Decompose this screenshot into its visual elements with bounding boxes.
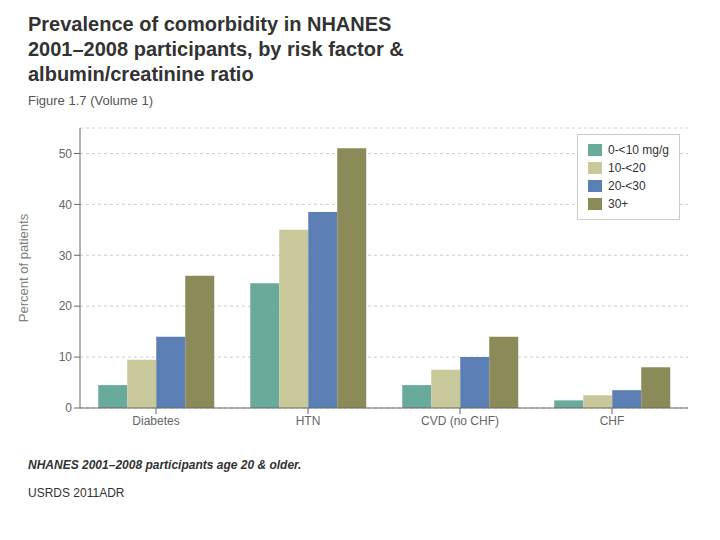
html-text:albumin/creatinine ratio: albumin/creatinine ratio [28,63,254,85]
svg-text:10: 10 [59,350,73,364]
svg-text:CVD (no CHF): CVD (no CHF) [421,414,499,428]
html-text:NHANES 2001–2008 participants: NHANES 2001–2008 participants age 20 & o… [28,458,302,472]
svg-text:HTN: HTN [296,414,321,428]
svg-text:40: 40 [59,198,73,212]
svg-text:20: 20 [59,299,73,313]
svg-text:50: 50 [59,147,73,161]
html-text:Figure 1.7 (Volume 1): Figure 1.7 (Volume 1) [28,93,153,108]
svg-text:Diabetes: Diabetes [132,414,179,428]
html-text:20-<30: 20-<30 [608,179,646,193]
html-text:Prevalence of comorbidity in N: Prevalence of comorbidity in NHANES [28,13,392,35]
svg-text:30: 30 [59,249,73,263]
html-text:2001–2008 participants, by ris: 2001–2008 participants, by risk factor & [28,38,404,60]
html-text:USRDS 2011ADR: USRDS 2011ADR [28,486,125,500]
html-text:0-<10 mg/g: 0-<10 mg/g [608,143,669,157]
html-text:10-<20: 10-<20 [608,161,646,175]
svg-text:CHF: CHF [600,414,625,428]
svg-text:0: 0 [65,401,72,415]
svg-text:Percent of patients: Percent of patients [16,213,31,322]
html-text:30+: 30+ [608,197,629,211]
